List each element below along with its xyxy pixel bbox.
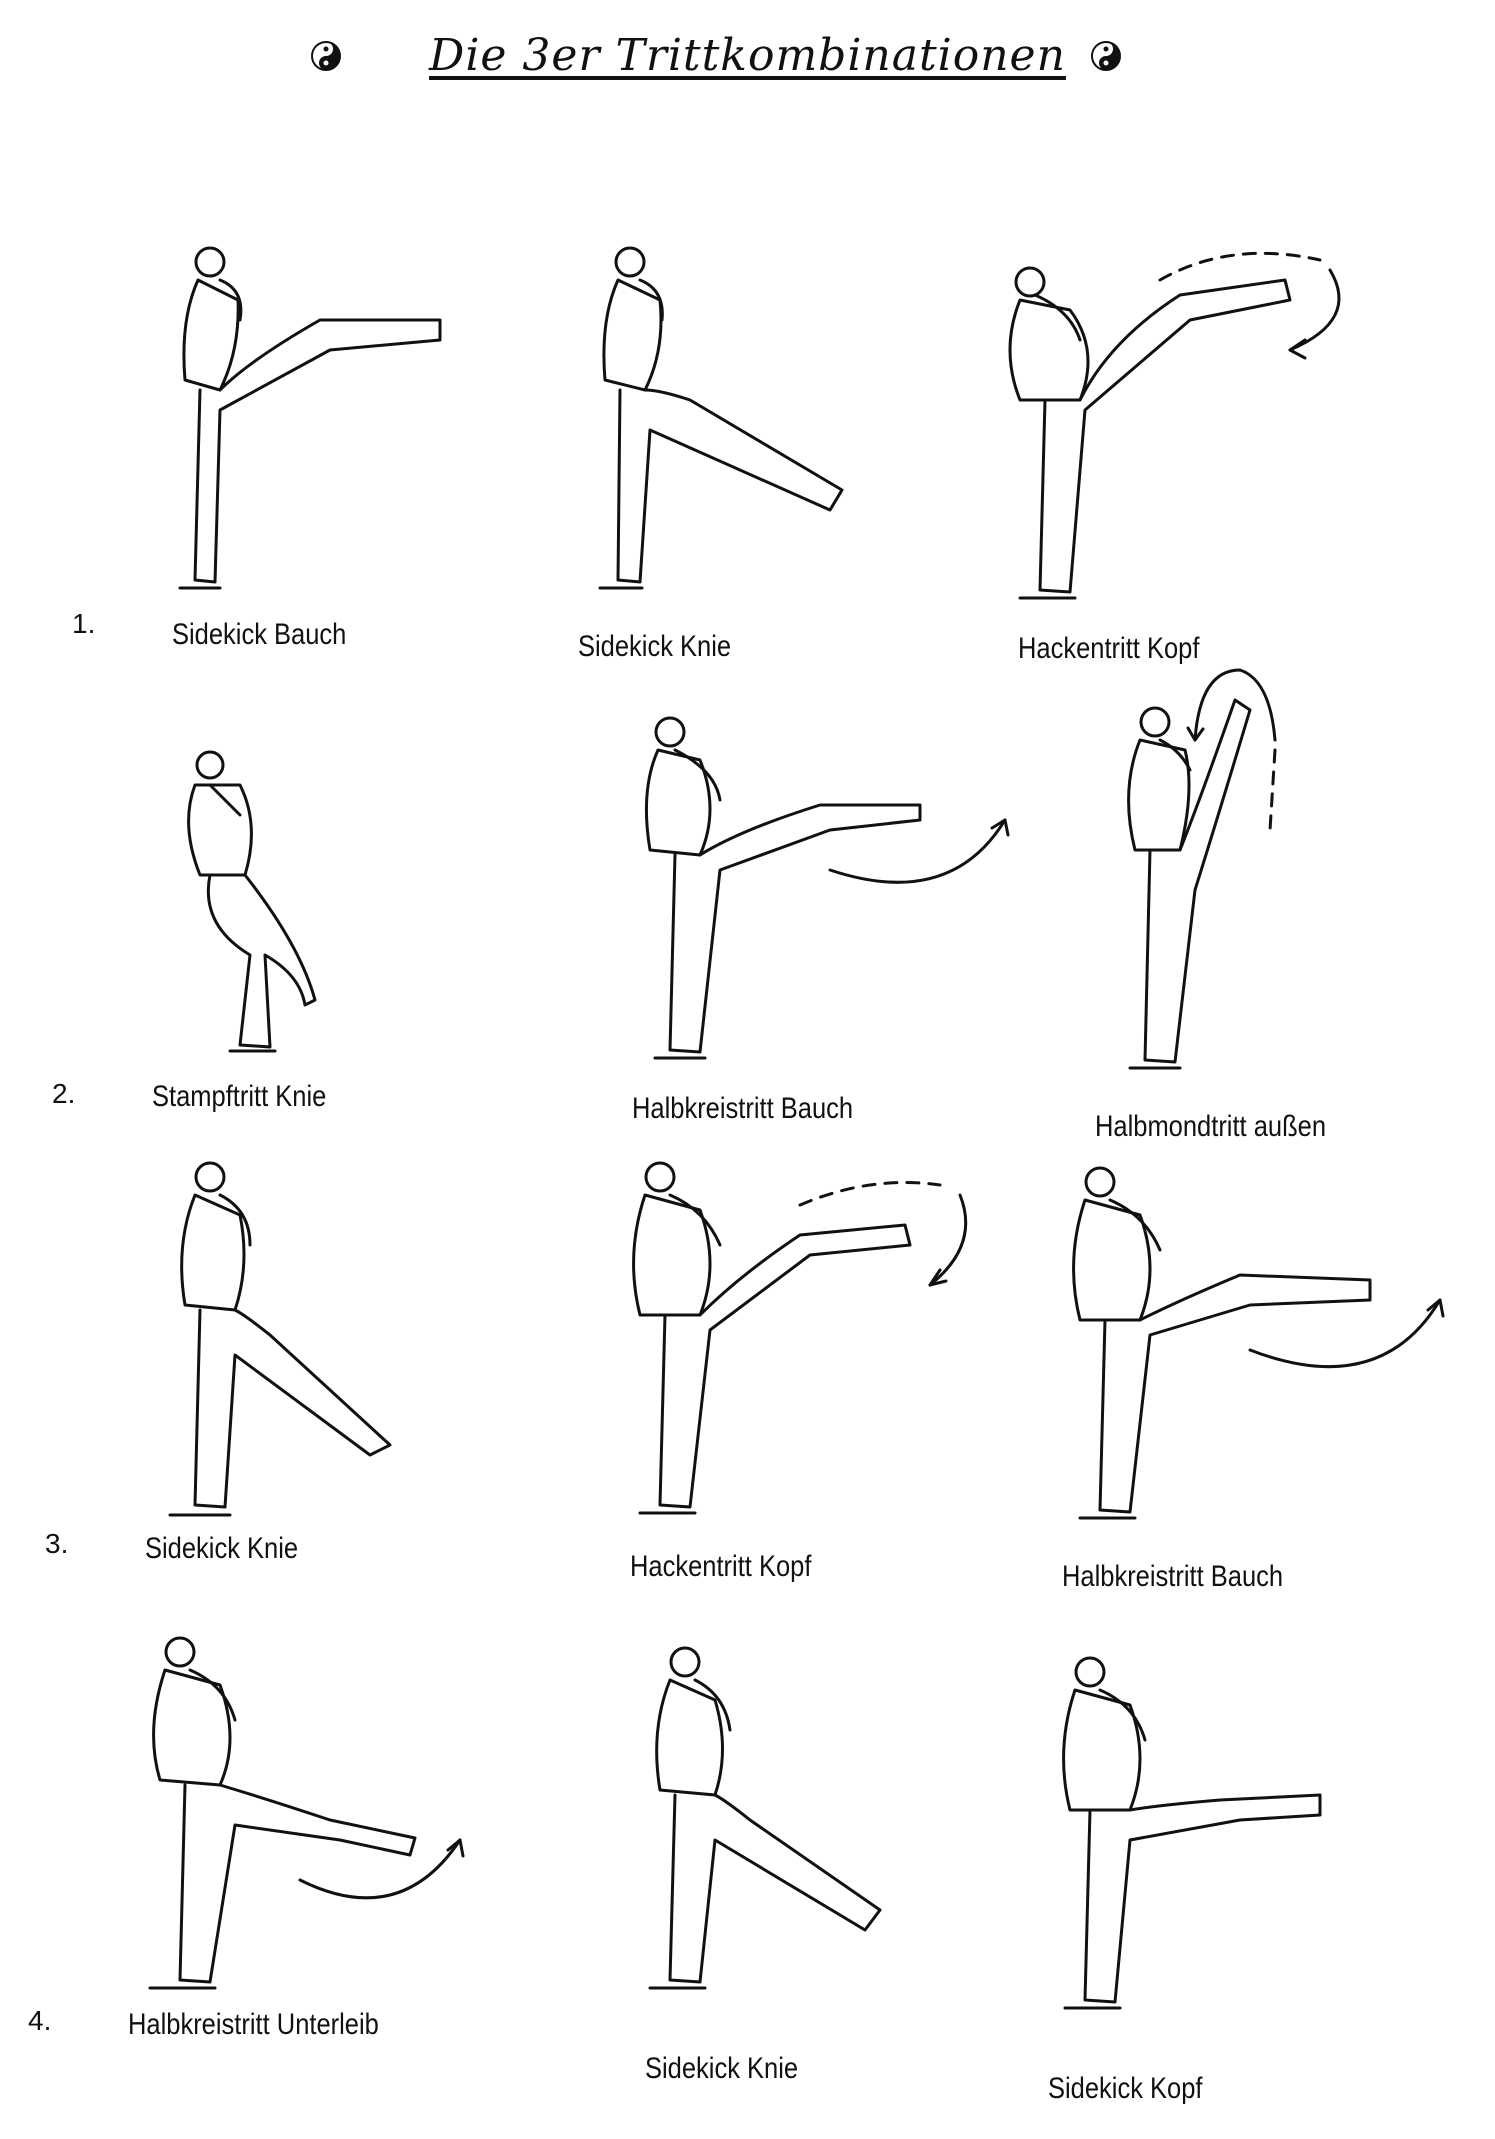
halbkreistritt-bauch-figure (1072, 1166, 1445, 1520)
kick-label: Sidekick Knie (578, 630, 732, 663)
yin-yang-icon (311, 41, 341, 71)
kick-label: Halbkreistritt Bauch (1062, 1560, 1284, 1593)
row-number: 2. (52, 1078, 76, 1109)
kick-label: Halbkreistritt Bauch (632, 1092, 854, 1125)
sidekick-knie-figure (648, 1646, 882, 1990)
hackentritt-kopf-figure (632, 1161, 968, 1515)
sidekick-knie-figure (168, 1161, 392, 1517)
kick-label: Sidekick Knie (145, 1532, 299, 1565)
row-number: 3. (45, 1528, 69, 1559)
kick-label: Hackentritt Kopf (1018, 632, 1200, 665)
kick-label: Stampftritt Knie (152, 1080, 327, 1113)
sidekick-bauch-figure (178, 246, 442, 590)
kick-label: Halbkreistritt Unterleib (128, 2008, 379, 2041)
sidekick-knie-figure (598, 246, 844, 590)
yin-yang-icon (1091, 41, 1121, 71)
kick-label: Sidekick Bauch (172, 618, 347, 651)
stampftritt-knie-figure (187, 750, 317, 1053)
hackentritt-kopf-figure (1008, 251, 1341, 600)
halbmondtritt-aussen-figure (1127, 668, 1277, 1070)
sidekick-kopf-figure (1062, 1656, 1322, 2010)
halbkreistritt-bauch-figure (644, 716, 1010, 1060)
kick-label: Halbmondtritt außen (1095, 1110, 1327, 1143)
kick-label: Sidekick Knie (645, 2052, 799, 2085)
kick-label: Sidekick Kopf (1048, 2072, 1203, 2105)
kick-label: Hackentritt Kopf (630, 1550, 812, 1583)
halbkreistritt-unterleib-figure (148, 1636, 465, 1990)
row-number: 4. (28, 2005, 52, 2036)
page-title: Die 3er Trittkombinationen (429, 30, 1066, 81)
row-number: 1. (72, 608, 96, 639)
